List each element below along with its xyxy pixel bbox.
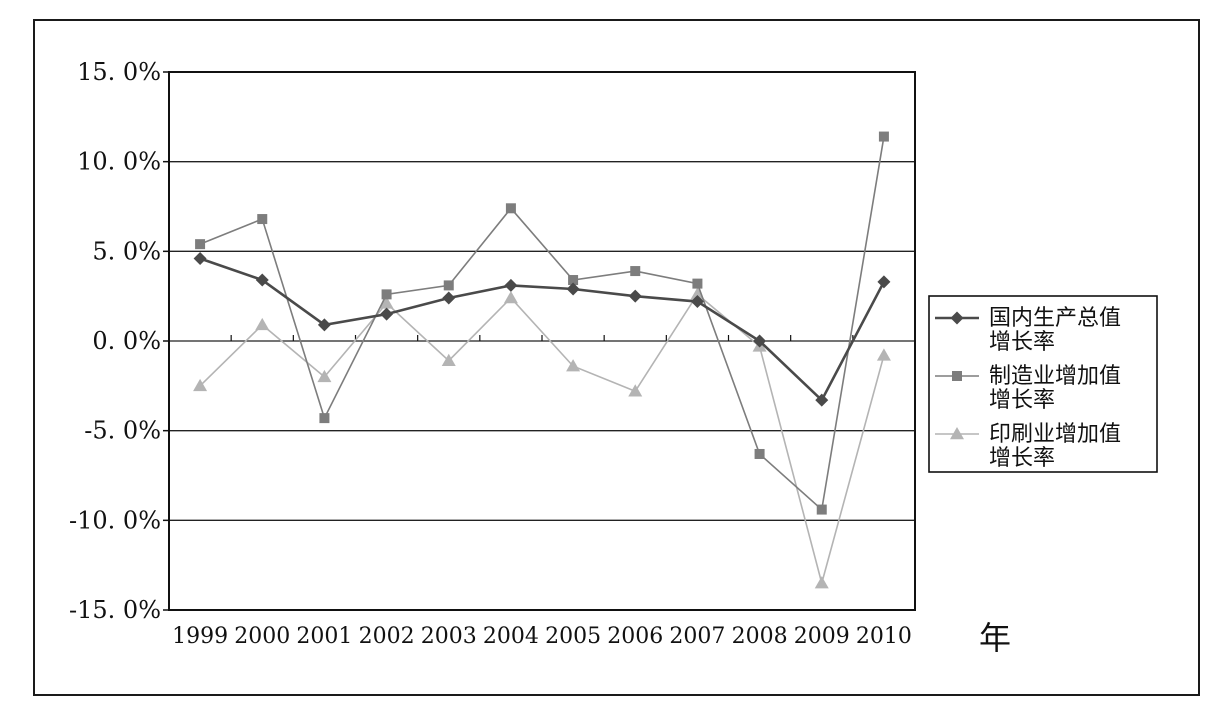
x-tick-label: 1999 bbox=[172, 624, 228, 649]
data-point bbox=[690, 295, 704, 309]
x-tick-label: 2007 bbox=[669, 624, 725, 649]
data-point bbox=[441, 353, 456, 366]
data-point bbox=[566, 282, 580, 296]
data-point bbox=[255, 273, 269, 287]
series-line bbox=[199, 136, 885, 512]
data-point bbox=[754, 448, 765, 459]
legend-swatch-marker bbox=[950, 311, 964, 325]
x-tick-label: 2008 bbox=[732, 624, 788, 649]
series-1 bbox=[193, 252, 891, 407]
chart-frame bbox=[33, 19, 1200, 696]
legend-label: 国内生产总值 bbox=[989, 306, 1121, 331]
data-point bbox=[255, 317, 270, 331]
data-point bbox=[630, 266, 641, 277]
x-axis-label: 年 bbox=[979, 619, 1011, 657]
y-tick-label: -15. 0% bbox=[69, 596, 161, 624]
x-tick-label: 2003 bbox=[421, 624, 477, 649]
data-point bbox=[379, 296, 394, 309]
x-tick-label: 2004 bbox=[483, 624, 539, 649]
data-point bbox=[193, 252, 207, 266]
data-point bbox=[568, 275, 579, 286]
data-point bbox=[380, 307, 394, 321]
series-line bbox=[199, 293, 885, 587]
y-tick-label: -10. 0% bbox=[69, 506, 161, 534]
data-point bbox=[505, 203, 516, 214]
y-tick-label: 0. 0% bbox=[92, 327, 161, 355]
data-point bbox=[876, 348, 891, 361]
y-tick-label: -5. 0% bbox=[84, 417, 161, 445]
data-point bbox=[816, 504, 827, 515]
series-3 bbox=[193, 287, 891, 589]
series-2 bbox=[195, 131, 889, 515]
data-point bbox=[628, 384, 643, 397]
data-point bbox=[753, 334, 767, 348]
data-point bbox=[317, 369, 332, 383]
y-tick-label: 15. 0% bbox=[77, 58, 161, 86]
series-line bbox=[199, 257, 886, 403]
data-point bbox=[566, 359, 581, 372]
data-point bbox=[815, 393, 829, 407]
data-point bbox=[381, 289, 392, 300]
legend-swatch-marker bbox=[950, 427, 964, 440]
legend-label: 增长率 bbox=[989, 388, 1055, 413]
data-point bbox=[317, 318, 331, 332]
legend-label: 制造业增加值 bbox=[989, 364, 1121, 389]
x-tick-label: 2005 bbox=[545, 624, 601, 649]
legend-label: 增长率 bbox=[989, 330, 1055, 355]
data-point bbox=[504, 278, 518, 292]
x-tick-label: 2009 bbox=[794, 624, 850, 649]
legend-label: 增长率 bbox=[989, 446, 1055, 471]
data-point bbox=[442, 291, 456, 305]
data-point bbox=[503, 290, 518, 304]
data-point bbox=[877, 275, 891, 289]
data-point bbox=[195, 239, 206, 250]
data-point bbox=[814, 576, 829, 589]
legend-swatch-marker bbox=[952, 371, 962, 381]
data-point bbox=[692, 278, 703, 289]
y-tick-label: 10. 0% bbox=[77, 148, 161, 176]
x-tick-label: 2010 bbox=[856, 624, 912, 649]
legend-label: 印刷业增加值 bbox=[989, 422, 1121, 447]
x-tick-label: 2006 bbox=[607, 624, 663, 649]
x-tick-label: 2000 bbox=[234, 624, 290, 649]
legend-box bbox=[928, 295, 1158, 473]
data-point bbox=[878, 131, 889, 142]
data-point bbox=[257, 214, 268, 225]
data-point bbox=[443, 280, 454, 291]
data-point bbox=[319, 413, 330, 424]
y-tick-label: 5. 0% bbox=[92, 237, 161, 265]
data-point bbox=[193, 378, 208, 392]
data-point bbox=[690, 287, 705, 300]
x-tick-label: 2001 bbox=[296, 624, 352, 649]
data-point bbox=[628, 289, 642, 303]
x-tick-label: 2002 bbox=[359, 624, 415, 649]
